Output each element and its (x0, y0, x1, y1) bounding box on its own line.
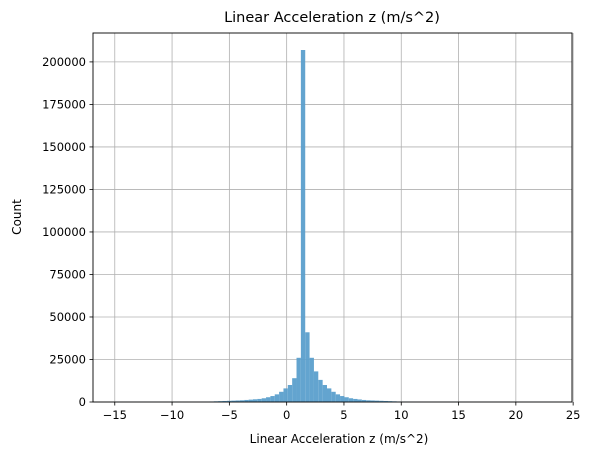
histogram-bar (326, 388, 332, 402)
histogram-bar (379, 400, 384, 402)
y-tick-label: 25000 (49, 352, 86, 366)
histogram-bar (374, 400, 380, 402)
plot-frame (92, 32, 573, 403)
chart-title: Linear Acceleration z (m/s^2) (224, 10, 440, 26)
histogram-bar (300, 50, 306, 402)
histogram-bar (318, 379, 323, 402)
x-tick-label: 5 (340, 408, 347, 422)
x-axis-ticks: −15 −10 −5 0 5 10 15 20 25 (103, 402, 581, 422)
histogram-bar (313, 371, 319, 402)
x-tick-label: −10 (160, 408, 184, 422)
histogram-bar (235, 400, 240, 402)
histogram-bar (322, 384, 327, 402)
x-axis-label: Linear Acceleration z (m/s^2) (250, 432, 429, 446)
y-tick-label: 0 (79, 395, 86, 409)
histogram-bar (287, 384, 293, 402)
bars (113, 50, 558, 402)
y-tick-label: 175000 (42, 97, 86, 111)
x-tick-label: 0 (283, 408, 290, 422)
x-tick-label: 15 (451, 408, 466, 422)
histogram-bar (252, 399, 258, 402)
histogram-bar (366, 400, 371, 402)
histogram-bar (357, 399, 362, 402)
histogram-bar (231, 400, 236, 402)
histogram-bar (353, 398, 358, 402)
histogram-bar (279, 391, 284, 402)
histogram-bar (340, 396, 345, 402)
histogram-bar (292, 378, 297, 402)
y-tick-label: 100000 (42, 225, 86, 239)
histogram-bar (244, 399, 249, 402)
y-tick-label: 125000 (42, 182, 86, 196)
histogram-bar (370, 400, 375, 402)
histogram-bar (348, 398, 354, 402)
histogram-bar (261, 398, 267, 402)
histogram-bar (305, 332, 310, 402)
y-tick-label: 75000 (49, 267, 86, 281)
histogram-bar (270, 396, 275, 402)
histogram-bar (296, 357, 301, 402)
histogram-bar (283, 388, 288, 402)
histogram-bar (248, 399, 253, 402)
x-tick-label: −15 (103, 408, 127, 422)
histogram-bar (266, 397, 271, 402)
histogram-bar (309, 357, 314, 402)
y-axis-ticks: 0 25000 50000 75000 100000 125000 150000 175000… (42, 55, 93, 409)
histogram-bar (383, 400, 388, 402)
histogram-bar (344, 397, 349, 402)
y-tick-label: 50000 (49, 310, 86, 324)
histogram-bar (257, 398, 262, 402)
histogram-bar (331, 391, 336, 402)
y-axis-label: Count (10, 199, 24, 235)
histogram-bar (274, 394, 280, 402)
x-tick-label: 10 (394, 408, 409, 422)
histogram-bar (335, 394, 341, 402)
y-tick-label: 150000 (42, 140, 86, 154)
histogram-bar (361, 399, 367, 402)
x-tick-label: 20 (509, 408, 524, 422)
x-tick-label: 25 (566, 408, 581, 422)
histogram-bar (239, 400, 245, 402)
histogram-bar (222, 400, 227, 402)
x-tick-label: −5 (221, 408, 238, 422)
y-tick-label: 200000 (42, 55, 86, 69)
grid (93, 33, 574, 403)
histogram-bar (226, 400, 232, 402)
